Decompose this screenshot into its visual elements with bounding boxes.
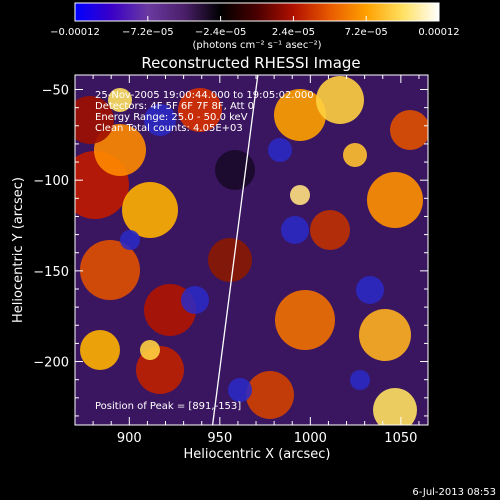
heatmap-blob [80, 240, 140, 300]
heatmap-blobs [75, 76, 428, 425]
heatmap-blob [343, 143, 367, 167]
heatmap-blob-cool [281, 216, 309, 244]
heatmap-blob [390, 110, 428, 150]
heatmap-blob [316, 76, 364, 124]
x-tick-label: 900 [117, 431, 142, 446]
info-annotations: 25-Nov-2005 19:00:44.000 to 19:05:02.000… [95, 90, 314, 134]
heatmap-blob-cool [350, 370, 370, 390]
heatmap-blob [367, 172, 423, 228]
colorbar-tick-label: 7.2e−05 [345, 27, 388, 38]
heatmap-blob [208, 238, 252, 282]
y-axis: −50 −100 −150 −200 [33, 84, 428, 417]
heatmap-blob [178, 88, 222, 132]
colorbar-ticks: −0.00012 −7.2e−05 −2.4e−05 2.4e−05 7.2e−05 0.… [50, 16, 460, 38]
x-tick-label: 1000 [294, 431, 327, 446]
heatmap-blob-cool [228, 378, 252, 402]
y-axis-title: Heliocentric Y (arcsec) [11, 177, 26, 323]
annotation-line: Detectors: 4F 5F 6F 7F 8F, Att 0 [95, 101, 254, 112]
heatmap-blob [373, 388, 417, 425]
heatmap-blob-cool [144, 104, 176, 136]
heatmap-blob [75, 96, 114, 144]
chart-title: Reconstructed RHESSI Image [141, 54, 360, 72]
annotation-line: Clean Total counts: 4.05E+03 [95, 123, 243, 134]
colorbar-tick-label: −7.2e−05 [122, 27, 174, 38]
heatmap-blob [108, 88, 132, 112]
heatmap-blob [246, 371, 294, 419]
y-tick-label: −150 [33, 265, 69, 280]
x-axis: 900 950 1000 1050 [92, 75, 420, 446]
plot-frame [74, 74, 429, 426]
colorbar-tick-label: 0.00012 [418, 27, 459, 38]
heatmap-blob-cool [268, 138, 292, 162]
plot-timestamp: 6-Jul-2013 08:53 [412, 487, 496, 498]
annotation-line: Energy Range: 25.0 - 50.0 keV [95, 112, 248, 123]
heatmap-blob [140, 340, 160, 360]
colorbar-units-label: (photons cm⁻² s⁻¹ asec⁻²) [192, 40, 321, 51]
y-tick-label: −200 [33, 356, 69, 371]
annotation-line: 25-Nov-2005 19:00:44.000 to 19:05:02.000 [95, 90, 314, 101]
limb-line [211, 74, 259, 426]
colorbar-gradient [74, 2, 440, 22]
peak-position-label: Position of Peak = [891,-153] [95, 401, 241, 412]
colorbar-tick-label: 2.4e−05 [272, 27, 315, 38]
heatmap-blob [94, 124, 146, 176]
heatmap-blob [275, 290, 335, 350]
x-axis-title: Heliocentric X (arcsec) [184, 447, 331, 462]
colorbar-tick-label: −0.00012 [50, 27, 100, 38]
heatmap-blob [310, 210, 350, 250]
heatmap-blob [80, 330, 120, 370]
heatmap-blob-cool [356, 276, 384, 304]
heatmap-blob-cool [120, 230, 140, 250]
heatmap-blob [215, 150, 255, 190]
y-tick-label: −100 [33, 174, 69, 189]
x-tick-label: 950 [207, 431, 232, 446]
heatmap-blob [274, 89, 326, 141]
heatmap-image [75, 75, 428, 425]
x-tick-label: 1050 [384, 431, 417, 446]
y-tick-label: −50 [42, 84, 69, 99]
colorbar-tick-label: −2.4e−05 [195, 27, 247, 38]
heatmap-blob [290, 185, 310, 205]
colorbar: −0.00012 −7.2e−05 −2.4e−05 2.4e−05 7.2e−05 0.… [50, 2, 460, 51]
heatmap-blob-cool [181, 286, 209, 314]
heatmap-blob [359, 309, 411, 361]
heatmap-blob [122, 182, 178, 238]
